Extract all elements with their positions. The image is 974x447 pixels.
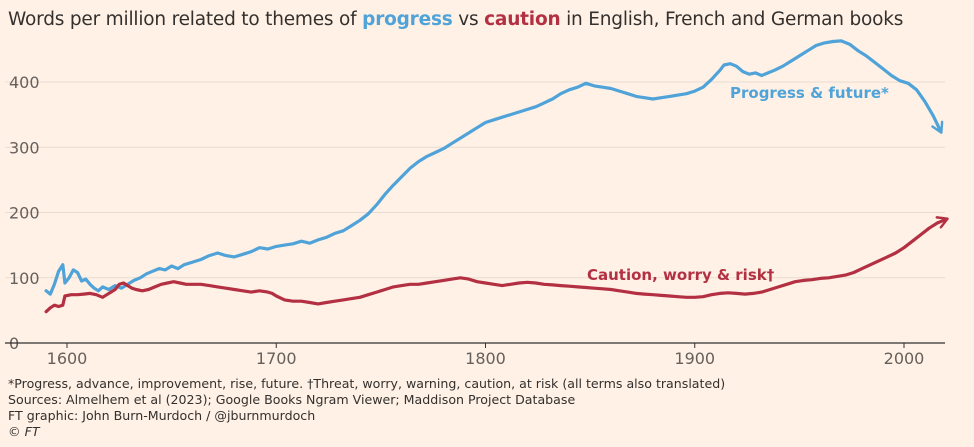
footnote-definitions: *Progress, advance, improvement, rise, f… [8, 376, 726, 391]
x-tick-label-1800: 1800 [465, 349, 506, 368]
y-tick-label-400: 400 [9, 73, 40, 92]
title-middle: vs [452, 9, 485, 30]
title-prefix: Words per million related to themes of [8, 9, 363, 30]
chart-title: Words per million related to themes of p… [8, 9, 903, 30]
series-line-1 [44, 216, 949, 314]
title-progress-word: progress [362, 9, 453, 30]
y-tick-label-200: 200 [9, 204, 40, 223]
footnote-copyright: © FT [8, 424, 40, 439]
title-suffix: in English, French and German books [560, 9, 904, 30]
title-caution-word: caution [484, 9, 561, 30]
footnotes: *Progress, advance, improvement, rise, f… [8, 376, 725, 440]
series-line-0 [44, 39, 944, 296]
footnote-sources: Sources: Almelhem et al (2023); Google B… [8, 392, 576, 407]
series-lines [44, 39, 949, 314]
series-labels: Progress & future* Caution, worry & risk† [587, 84, 889, 284]
footnote-credit: FT graphic: John Burn-Murdoch / @jburnmu… [8, 408, 316, 423]
x-tick-label-1900: 1900 [674, 349, 715, 368]
x-tick-label-2000: 2000 [884, 349, 925, 368]
x-tick-label-1600: 1600 [47, 349, 88, 368]
x-axis: 1600 1700 1800 1900 2000 [5, 342, 945, 368]
series-label-0: Progress & future* [730, 84, 889, 102]
series-label-1: Caution, worry & risk† [587, 266, 775, 284]
gridlines [5, 81, 945, 279]
y-tick-label-100: 100 [9, 269, 40, 288]
x-tick-label-1700: 1700 [256, 349, 297, 368]
y-tick-label-300: 300 [9, 138, 40, 157]
